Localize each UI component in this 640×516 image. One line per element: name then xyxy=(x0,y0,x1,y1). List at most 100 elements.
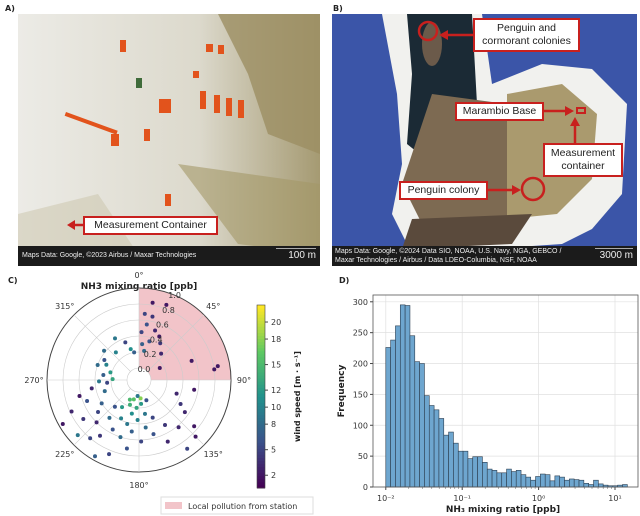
data-point xyxy=(69,409,74,414)
colorbar-segment xyxy=(257,323,265,327)
colorbar-segment xyxy=(257,430,265,434)
data-point xyxy=(153,328,158,333)
histogram-bar xyxy=(409,335,416,488)
histogram-bar xyxy=(578,479,585,488)
scale-bar xyxy=(595,248,633,249)
measurement-container-annotation: Measurement container xyxy=(543,143,623,177)
histogram-bar xyxy=(424,395,430,488)
map-credit: Maps Data: Google, ©2024 Data SIO, NOAA,… xyxy=(335,247,561,265)
histogram-bar xyxy=(462,450,469,488)
colorbar-segment xyxy=(257,469,265,474)
colorbar-segment xyxy=(257,451,265,455)
data-point xyxy=(165,439,170,444)
data-point xyxy=(113,350,118,355)
colorbar-segment xyxy=(257,384,265,388)
data-point xyxy=(97,379,102,384)
angle-tick-label: 0° xyxy=(134,271,143,280)
data-point xyxy=(129,429,134,434)
colorbar-tick-label: 8 xyxy=(271,420,276,429)
data-point xyxy=(102,358,107,362)
colorbar-tick-label: 10 xyxy=(271,403,281,412)
data-point xyxy=(123,340,128,345)
island-imagery xyxy=(332,14,637,266)
data-point xyxy=(102,348,107,353)
histogram-bar xyxy=(540,473,546,488)
colorbar-segment xyxy=(257,369,265,373)
colorbar-segment xyxy=(257,478,265,483)
data-point xyxy=(60,422,65,426)
colorbar-segment xyxy=(257,344,265,349)
colorbar-segment xyxy=(257,457,265,462)
legend-label: Local pollution from station xyxy=(188,502,297,511)
histogram-bar xyxy=(501,472,507,488)
panel-b-label: B) xyxy=(333,4,343,13)
map-credit-bar: Maps Data: Google, ©2023 Airbus / Maxar … xyxy=(18,246,320,266)
y-tick-label: 0 xyxy=(363,483,368,492)
data-point xyxy=(75,433,80,438)
data-point xyxy=(96,410,101,415)
colorbar-segment xyxy=(257,396,265,401)
data-point xyxy=(85,398,90,403)
y-tick-label: 100 xyxy=(353,421,368,430)
scale-bar-label: 3000 m xyxy=(599,250,633,261)
data-point xyxy=(150,314,155,319)
colorbar-segment xyxy=(257,399,265,404)
map-credit-line: Maxar Technologies / Airbus / Data LDEO-… xyxy=(335,257,537,264)
colorbar-segment xyxy=(257,311,265,315)
colorbar-segment xyxy=(257,332,265,336)
histogram-bar xyxy=(486,468,493,488)
data-point xyxy=(212,367,217,372)
colorbar-segment xyxy=(257,347,265,352)
map-credit: Maps Data: Google, ©2023 Airbus / Maxar … xyxy=(22,252,197,259)
colorbar-segment xyxy=(257,317,265,321)
legend-box xyxy=(160,496,314,515)
data-point xyxy=(147,339,152,344)
data-point xyxy=(185,446,190,451)
data-point xyxy=(139,401,144,406)
colorbar-segment xyxy=(257,466,265,471)
histogram-bar xyxy=(515,470,522,488)
data-point xyxy=(95,362,100,367)
y-tick-label: 200 xyxy=(353,360,368,369)
penguin-colony-annotation: Penguin colony xyxy=(399,181,488,200)
colorbar-segment xyxy=(257,375,265,379)
data-point xyxy=(182,410,187,415)
x-tick-label: 10⁻¹ xyxy=(453,494,471,503)
data-point xyxy=(110,427,115,432)
data-point xyxy=(113,336,117,341)
data-point xyxy=(129,411,134,416)
histogram-bar xyxy=(477,456,483,488)
data-point xyxy=(107,452,112,457)
colorbar-segment xyxy=(257,326,265,330)
data-point xyxy=(101,372,106,377)
station-buildings xyxy=(64,40,244,206)
data-point xyxy=(88,436,93,441)
panel-c-label: C) xyxy=(8,276,18,285)
angle-tick-label: 225° xyxy=(55,450,74,459)
data-point xyxy=(143,425,148,430)
histogram-bar xyxy=(399,304,406,488)
colorbar-segment xyxy=(257,475,265,480)
colorbar-segment xyxy=(257,427,265,431)
colorbar-segment xyxy=(257,448,265,452)
colorbar-segment xyxy=(257,472,265,477)
data-point xyxy=(135,393,140,398)
data-point xyxy=(139,330,144,335)
radial-tick-label: 0.6 xyxy=(156,321,169,330)
colorbar-segment xyxy=(257,341,265,346)
scale-bar-label: 100 m xyxy=(288,250,316,261)
radial-tick-label: 1.0 xyxy=(168,291,181,300)
data-point xyxy=(132,350,137,355)
data-point xyxy=(110,377,115,382)
angle-tick-label: 135° xyxy=(204,450,223,459)
histogram-bar xyxy=(520,474,527,488)
colorbar-frame xyxy=(256,304,266,489)
colorbar-segment xyxy=(257,353,265,358)
data-point xyxy=(159,351,164,356)
histogram-bar xyxy=(564,479,570,488)
histogram-bar xyxy=(467,458,474,488)
data-point xyxy=(93,454,97,459)
panel-a-label: A) xyxy=(5,4,15,13)
data-point xyxy=(158,341,163,346)
histogram-bar xyxy=(390,339,396,488)
